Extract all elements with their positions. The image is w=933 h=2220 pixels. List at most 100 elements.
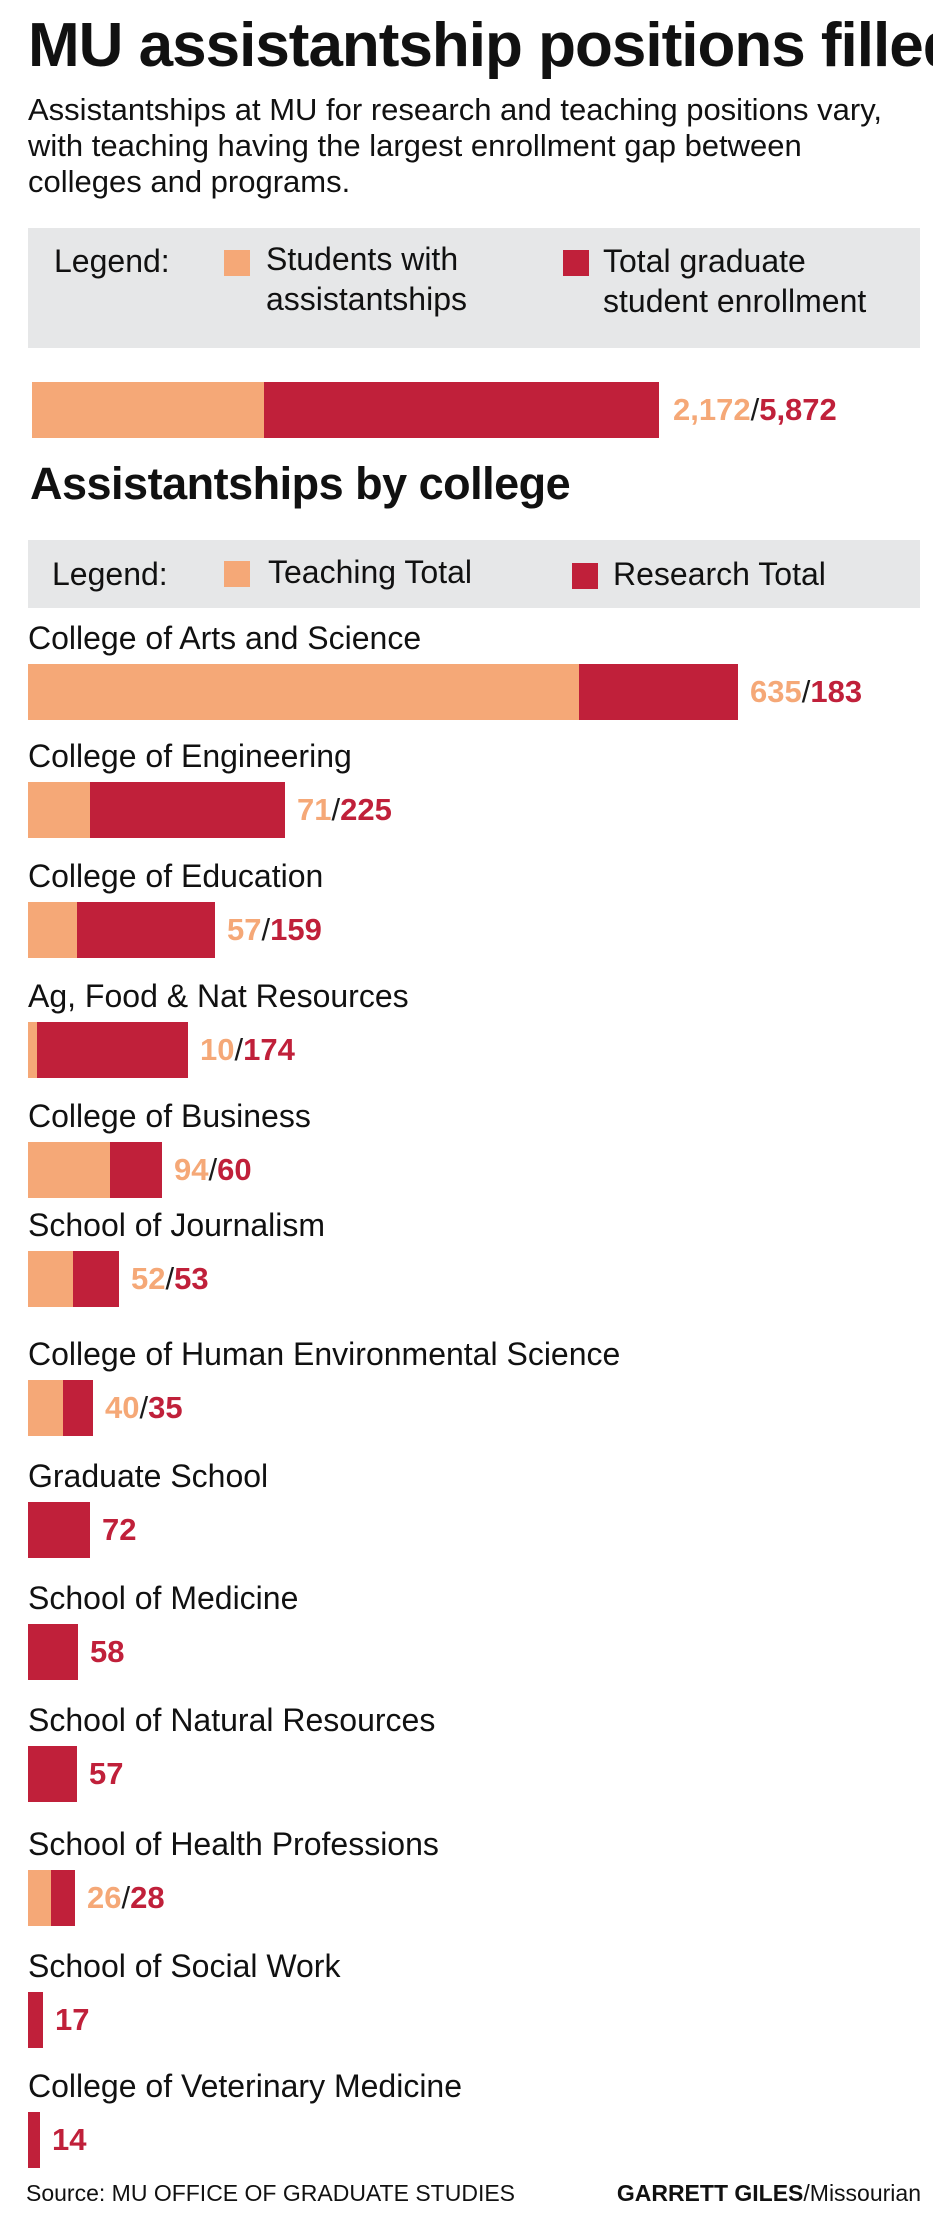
value-label-college-of-arts-and-science: 635/183	[750, 664, 862, 720]
value-label-school-of-natural-resources: 57	[89, 1746, 123, 1802]
legend-item-assistantships-line2: assistantships	[266, 281, 467, 317]
teaching-value-college-of-education: 57	[227, 912, 262, 947]
legend-college: Legend: Teaching Total Research Total	[28, 540, 920, 608]
total-bar-enrollment	[264, 382, 659, 438]
bar-teaching-school-of-journalism	[28, 1251, 73, 1307]
value-separator: /	[121, 1880, 131, 1915]
teaching-value-college-of-business: 94	[174, 1152, 209, 1187]
bar-research-school-of-journalism	[73, 1251, 119, 1307]
college-name-school-of-health-professions: School of Health Professions	[28, 1826, 439, 1862]
legend-top-label: Legend:	[54, 243, 170, 279]
bar-teaching-college-of-education	[28, 902, 77, 958]
teaching-value-ag-food-and-nat-resources: 10	[200, 1032, 235, 1067]
teaching-value-school-of-journalism: 52	[131, 1261, 166, 1296]
legend-item-enrollment-line1: Total graduate	[603, 243, 806, 279]
credit-name: GARRETT GILES	[616, 2180, 804, 2206]
value-separator: /	[234, 1032, 244, 1067]
value-separator: /	[139, 1390, 149, 1425]
teaching-value-college-of-engineering: 71	[297, 792, 332, 827]
legend-swatch-research	[572, 563, 598, 589]
college-name-school-of-medicine: School of Medicine	[28, 1580, 299, 1616]
value-label-school-of-medicine: 58	[90, 1624, 124, 1680]
college-name-college-of-veterinary-medicine: College of Veterinary Medicine	[28, 2068, 463, 2104]
value-label-graduate-school: 72	[102, 1502, 136, 1558]
college-name-college-of-education: College of Education	[28, 858, 324, 894]
bar-teaching-ag-food-and-nat-resources	[28, 1022, 37, 1078]
bar-research-school-of-medicine	[28, 1624, 78, 1680]
legend-swatch-teaching	[224, 561, 250, 587]
legend-swatch-enrollment	[563, 250, 589, 276]
college-name-school-of-journalism: School of Journalism	[28, 1207, 326, 1243]
bar-research-college-of-education	[77, 902, 215, 958]
legend-swatch-assistantships	[224, 250, 250, 276]
teaching-value-college-of-human-environmental-science: 40	[105, 1390, 140, 1425]
credit-line: GARRETT GILES/Missourian	[617, 2178, 921, 2208]
research-value-college-of-human-environmental-science: 35	[148, 1390, 183, 1425]
total-value-label: 2,172/5,872	[673, 382, 837, 438]
value-label-college-of-education: 57/159	[227, 902, 322, 958]
value-label-college-of-engineering: 71/225	[297, 782, 392, 838]
teaching-value-college-of-arts-and-science: 635	[750, 674, 802, 709]
source-note: Source: MU OFFICE OF GRADUATE STUDIES	[26, 2180, 516, 2206]
value-separator: /	[750, 392, 760, 427]
research-value-school-of-medicine: 58	[90, 1634, 125, 1669]
teaching-value-school-of-health-professions: 26	[87, 1880, 122, 1915]
value-label-college-of-human-environmental-science: 40/35	[105, 1380, 183, 1436]
research-value-ag-food-and-nat-resources: 174	[243, 1032, 295, 1067]
value-separator: /	[208, 1152, 218, 1187]
value-label-school-of-health-professions: 26/28	[87, 1870, 165, 1926]
college-name-college-of-business: College of Business	[28, 1098, 311, 1134]
bar-research-school-of-health-professions	[51, 1870, 75, 1926]
legend-college-label: Legend:	[52, 556, 168, 592]
research-value-college-of-veterinary-medicine: 14	[52, 2122, 87, 2157]
legend-top: Legend: Students with assistantships Tot…	[28, 228, 920, 348]
chart-title: MU assistantship positions filled	[28, 11, 933, 80]
research-value-school-of-social-work: 17	[55, 2002, 90, 2037]
research-value-graduate-school: 72	[102, 1512, 137, 1547]
value-separator: /	[261, 912, 271, 947]
college-name-graduate-school: Graduate School	[28, 1458, 269, 1494]
bar-research-college-of-arts-and-science	[579, 664, 738, 720]
value-label-ag-food-and-nat-resources: 10/174	[200, 1022, 295, 1078]
section-title: Assistantships by college	[30, 458, 571, 509]
total-enrollment-value: 5,872	[759, 392, 837, 427]
legend-item-enrollment-line2: student enrollment	[603, 283, 867, 319]
bar-research-college-of-business	[110, 1142, 162, 1198]
chart-subtitle: Assistantships at MU for research and te…	[28, 92, 883, 199]
college-name-school-of-natural-resources: School of Natural Resources	[28, 1702, 436, 1738]
total-assistantships-value: 2,172	[673, 392, 751, 427]
value-label-college-of-business: 94/60	[174, 1142, 252, 1198]
research-value-school-of-journalism: 53	[174, 1261, 209, 1296]
bar-research-college-of-engineering	[90, 782, 285, 838]
legend-item-assistantships-line1: Students with	[266, 241, 459, 277]
bar-research-school-of-social-work	[28, 1992, 43, 2048]
research-value-school-of-natural-resources: 57	[89, 1756, 124, 1791]
research-value-school-of-health-professions: 28	[130, 1880, 165, 1915]
bar-research-college-of-human-environmental-science	[63, 1380, 93, 1436]
value-separator: /	[165, 1261, 175, 1296]
bar-teaching-college-of-business	[28, 1142, 110, 1198]
college-name-college-of-engineering: College of Engineering	[28, 738, 352, 774]
research-value-college-of-arts-and-science: 183	[810, 674, 863, 709]
college-name-school-of-social-work: School of Social Work	[28, 1948, 341, 1984]
bar-research-college-of-veterinary-medicine	[28, 2112, 40, 2168]
college-name-ag-food-and-nat-resources: Ag, Food & Nat Resources	[28, 978, 409, 1014]
bar-teaching-school-of-health-professions	[28, 1870, 51, 1926]
value-label-school-of-journalism: 52/53	[131, 1251, 209, 1307]
total-bar-assistantships	[32, 382, 264, 438]
research-value-college-of-engineering: 225	[340, 792, 392, 827]
research-value-college-of-business: 60	[217, 1152, 252, 1187]
value-label-college-of-veterinary-medicine: 14	[52, 2112, 86, 2168]
value-separator: /	[801, 674, 811, 709]
bar-teaching-college-of-engineering	[28, 782, 90, 838]
research-value-college-of-education: 159	[270, 912, 322, 947]
legend-item-teaching: Teaching Total	[268, 554, 472, 590]
bar-research-ag-food-and-nat-resources	[37, 1022, 188, 1078]
legend-item-research: Research Total	[613, 556, 826, 592]
bar-teaching-college-of-human-environmental-science	[28, 1380, 63, 1436]
college-name-college-of-arts-and-science: College of Arts and Science	[28, 620, 422, 656]
bar-research-graduate-school	[28, 1502, 90, 1558]
bar-teaching-college-of-arts-and-science	[28, 664, 579, 720]
college-name-college-of-human-environmental-science: College of Human Environmental Science	[28, 1336, 621, 1372]
value-separator: /	[331, 792, 341, 827]
